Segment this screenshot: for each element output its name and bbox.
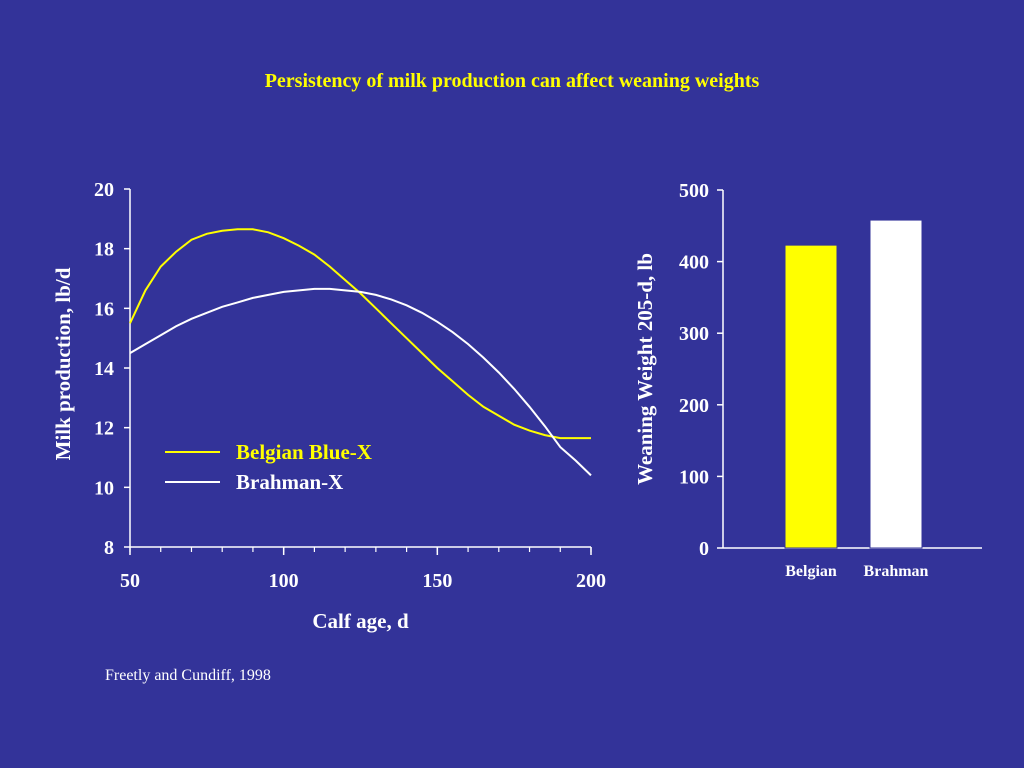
legend-label: Brahman-X xyxy=(236,470,343,494)
slide-title: Persistency of milk production can affec… xyxy=(264,70,760,92)
y-axis-label: Milk production, lb/d xyxy=(51,267,75,460)
bar-category-label: Belgian xyxy=(785,563,837,580)
citation: Freetly and Cundiff, 1998 xyxy=(105,667,271,684)
series-line-belgian-blue-x xyxy=(129,228,591,440)
weaning-weight-bar-chart: 0 100 200 300 400 500 Weaning Weight 205-d, lb… xyxy=(633,180,982,580)
bar-y-axis-label: Weaning Weight 205-d, lb xyxy=(633,253,657,485)
bar-belgian xyxy=(784,244,838,549)
series-line-brahman-x xyxy=(129,287,592,477)
y-tick-label: 14 xyxy=(94,358,114,380)
y-tick-label: 8 xyxy=(104,537,114,559)
x-tick-label: 50 xyxy=(120,570,140,592)
x-axis-label: Calf age, d xyxy=(312,609,409,633)
x-tick-label: 200 xyxy=(576,570,606,592)
y-tick-label: 16 xyxy=(94,298,114,320)
bar-y-tick-label: 200 xyxy=(679,395,709,417)
x-tick-label: 150 xyxy=(422,570,452,592)
y-tick-label: 10 xyxy=(94,477,114,499)
legend-label: Belgian Blue-X xyxy=(236,440,372,464)
y-tick-label: 20 xyxy=(94,179,114,201)
bar-brahman xyxy=(869,219,923,549)
y-tick-label: 12 xyxy=(94,418,114,440)
bar-y-tick-label: 0 xyxy=(699,538,709,560)
milk-production-line-chart: 8 10 12 14 16 18 20 50 100 150 200 Calf age, d Milk … xyxy=(51,179,606,633)
bar-category-label: Brahman xyxy=(864,563,929,580)
bar-y-tick-label: 400 xyxy=(679,252,709,274)
bar-y-tick-label: 300 xyxy=(679,323,709,345)
y-tick-label: 18 xyxy=(94,239,114,261)
x-tick-label: 100 xyxy=(269,570,299,592)
bar-y-tick-label: 100 xyxy=(679,466,709,488)
bar-y-tick-label: 500 xyxy=(679,180,709,202)
